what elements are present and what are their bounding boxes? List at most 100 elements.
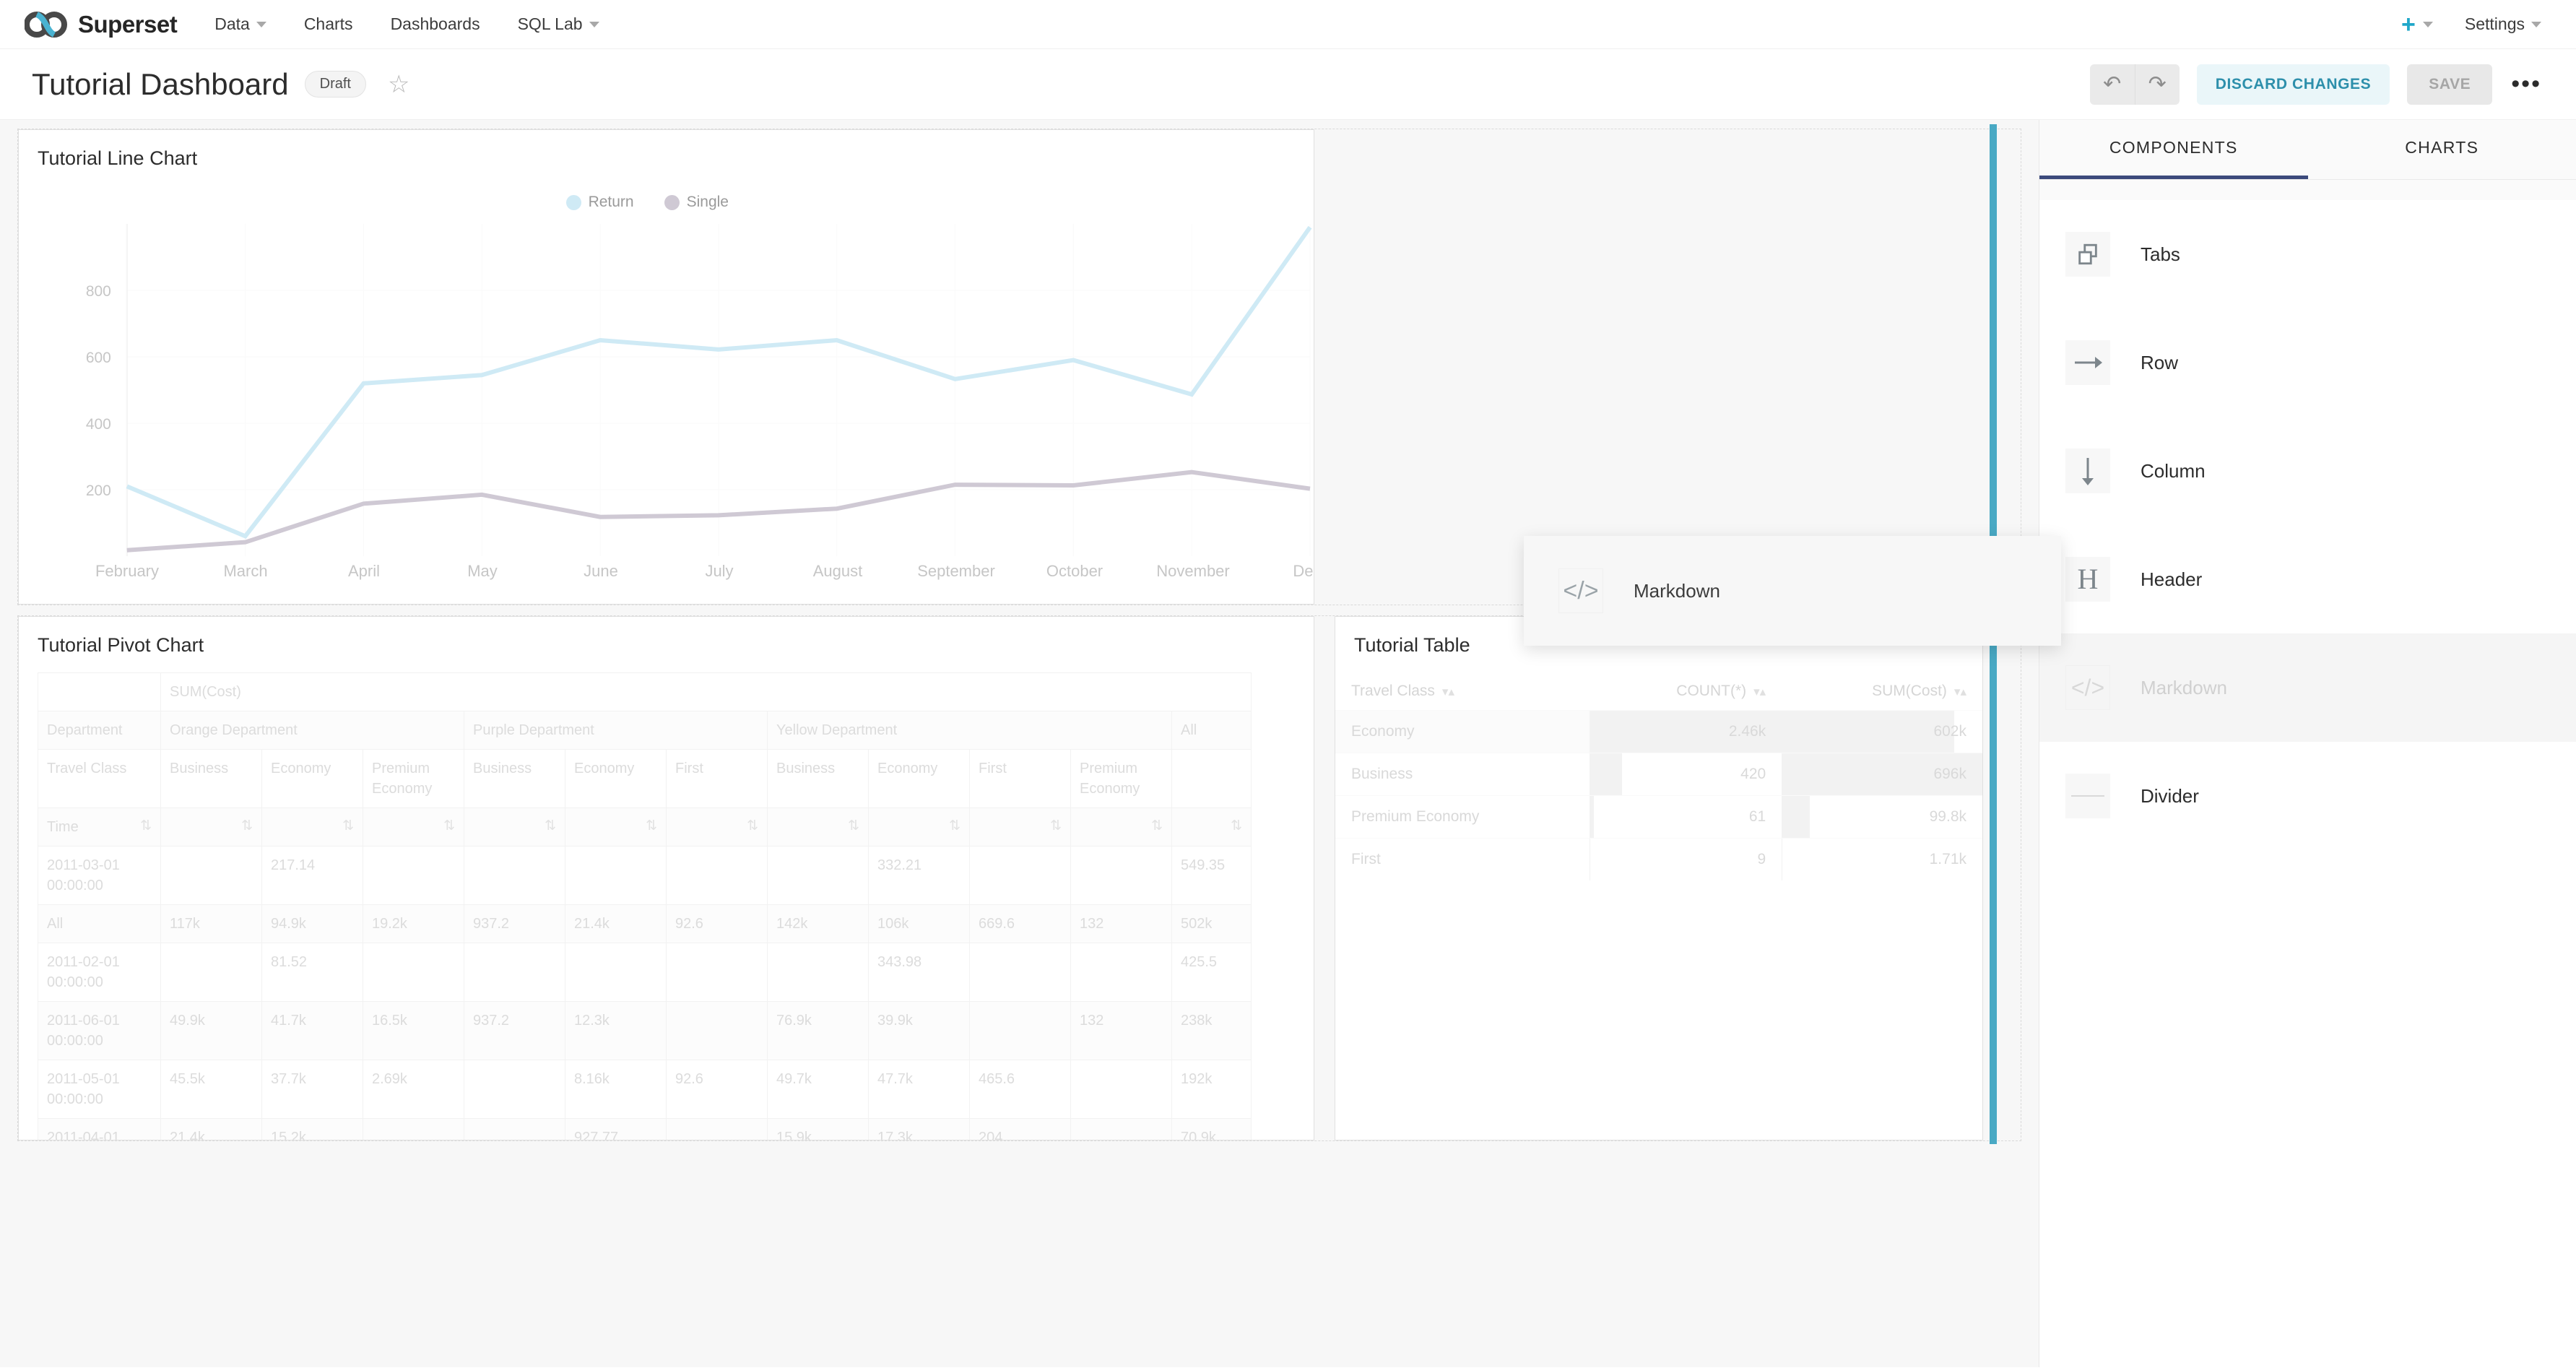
sort-icon[interactable]: ⇅ bbox=[848, 818, 859, 834]
dashboard-row-1: Tutorial Line Chart Return Single bbox=[17, 129, 2021, 605]
nav-item-dashboards[interactable]: Dashboards bbox=[391, 14, 480, 34]
table-cell-value bbox=[969, 1001, 1071, 1060]
table-header-row: Travel Class ▾▴ COUNT(*) ▾▴ SUM(Cost) ▾▴ bbox=[1335, 672, 1982, 711]
sort-icon[interactable]: ⇅ bbox=[1231, 818, 1242, 834]
table-cell-travel-class: First bbox=[1335, 838, 1590, 880]
empty-drop-zone[interactable] bbox=[1314, 129, 2021, 605]
nav-item-dashboards-label: Dashboards bbox=[390, 14, 480, 33]
save-button[interactable]: SAVE bbox=[2407, 64, 2493, 105]
legend-label-single: Single bbox=[686, 194, 729, 210]
divider-line bbox=[2071, 795, 2104, 797]
table-cell-class: Business bbox=[160, 749, 262, 808]
component-item-label: Tabs bbox=[2141, 243, 2180, 265]
nav-item-sql-lab[interactable]: SQL Lab bbox=[518, 14, 599, 34]
dashboard-body: Tutorial Line Chart Return Single bbox=[0, 120, 2576, 1367]
nav-item-data[interactable]: Data bbox=[214, 14, 266, 34]
new-item-button[interactable]: + bbox=[2401, 12, 2433, 37]
sort-icon[interactable]: ▾▴ bbox=[1441, 685, 1454, 698]
component-item-row[interactable]: Row bbox=[2039, 308, 2576, 417]
column-header[interactable]: COUNT(*) ▾▴ bbox=[1676, 683, 1766, 699]
undo-arrow-icon[interactable]: ↶ bbox=[2089, 64, 2135, 105]
nav-item-charts[interactable]: Charts bbox=[304, 14, 353, 34]
column-header[interactable]: Travel Class ▾▴ bbox=[1351, 683, 1454, 699]
table-cell-value: 81.52 bbox=[261, 943, 363, 1002]
table-cell-class-label: Travel Class bbox=[38, 749, 161, 808]
sort-icon[interactable]: ⇅ bbox=[342, 818, 354, 834]
table-cell-sort[interactable]: ⇅ bbox=[464, 808, 565, 847]
legend-item-return[interactable]: Return bbox=[565, 194, 634, 211]
table-cell-sort[interactable]: ⇅ bbox=[767, 808, 869, 847]
table-cell-value bbox=[666, 943, 768, 1002]
table-cell-class: Economy bbox=[565, 749, 667, 808]
tabs-divider bbox=[2039, 179, 2576, 180]
component-item-column[interactable]: Column bbox=[2039, 417, 2576, 525]
sort-icon[interactable]: ⇅ bbox=[545, 818, 556, 834]
table-cell-value: 465.6 bbox=[969, 1060, 1071, 1119]
sort-icon[interactable]: ⇅ bbox=[949, 818, 960, 834]
table-cell-value bbox=[1070, 846, 1172, 905]
brand[interactable]: Superset bbox=[24, 10, 178, 38]
sort-icon[interactable]: ▾▴ bbox=[1753, 685, 1766, 698]
table-cell-sort[interactable]: ⇅ bbox=[868, 808, 970, 847]
x-axis-tick-label: July bbox=[705, 562, 734, 580]
table-row: 2011-02-01 00:00:00 81.52 343.98 425.5 bbox=[38, 943, 1252, 1002]
undo-redo-group: ↶ ↷ bbox=[2089, 64, 2180, 105]
table-cell-sort[interactable]: ⇅ bbox=[565, 808, 667, 847]
tab-charts[interactable]: CHARTS bbox=[2308, 120, 2576, 179]
dragged-markdown-card[interactable]: </> Markdown bbox=[1524, 536, 2061, 646]
table-cell-value: 45.5k bbox=[160, 1060, 262, 1119]
sort-icon[interactable]: ⇅ bbox=[241, 818, 253, 834]
table-cell-class: First bbox=[969, 749, 1071, 808]
nav-item-settings[interactable]: Settings bbox=[2465, 14, 2541, 34]
redo-arrow-icon[interactable]: ↷ bbox=[2134, 64, 2180, 105]
right-arrow-icon bbox=[2065, 340, 2110, 385]
chart-card-line[interactable]: Tutorial Line Chart Return Single bbox=[18, 129, 1314, 605]
chart-card-table[interactable]: Tutorial Table Travel Class ▾▴ COUNT(*) ▾▴ S… bbox=[1335, 616, 1983, 1140]
component-item-markdown[interactable]: </> Markdown bbox=[2039, 633, 2576, 742]
component-item-label: Row bbox=[2141, 351, 2179, 373]
table-cell-value bbox=[666, 846, 768, 905]
sort-icon[interactable]: ⇅ bbox=[646, 818, 657, 834]
tabs-icon bbox=[2065, 232, 2110, 277]
column-header[interactable]: SUM(Cost) ▾▴ bbox=[1872, 683, 1966, 699]
table-cell-sort[interactable]: ⇅ bbox=[363, 808, 464, 847]
nav-item-data-label: Data bbox=[214, 14, 250, 33]
table-cell-dept: Orange Department bbox=[160, 711, 464, 750]
sort-icon[interactable]: ⇅ bbox=[747, 818, 758, 834]
table-cell-sort[interactable]: ⇅ bbox=[160, 808, 262, 847]
sort-icon[interactable]: ⇅ bbox=[1050, 818, 1062, 834]
sort-icon[interactable]: ⇅ bbox=[443, 818, 455, 834]
table-cell-sort[interactable]: ⇅ bbox=[1171, 808, 1252, 847]
component-item-tabs[interactable]: Tabs bbox=[2039, 200, 2576, 308]
table-cell bbox=[38, 672, 161, 711]
table-cell-sum-cost: 602k bbox=[1782, 710, 1982, 753]
table-cell-class: Premium Economy bbox=[1070, 749, 1172, 808]
chevron-down-icon bbox=[256, 21, 266, 27]
component-item-header[interactable]: H Header bbox=[2039, 525, 2576, 633]
sort-icon[interactable]: ⇅ bbox=[140, 818, 152, 834]
chart-card-pivot[interactable]: Tutorial Pivot Chart SUM(Cost) Department… bbox=[18, 616, 1314, 1140]
svg-text:200: 200 bbox=[86, 482, 111, 499]
table-cell-sort[interactable]: ⇅ bbox=[261, 808, 363, 847]
page-title[interactable]: Tutorial Dashboard bbox=[32, 66, 289, 101]
discard-changes-button[interactable]: DISCARD CHANGES bbox=[2196, 64, 2390, 105]
table-cell-class: First bbox=[666, 749, 768, 808]
table-cell-count: 61 bbox=[1589, 795, 1782, 839]
tab-components[interactable]: COMPONENTS bbox=[2039, 120, 2308, 179]
table-cell-value: 39.9k bbox=[868, 1001, 970, 1060]
sort-icon[interactable]: ⇅ bbox=[1151, 818, 1163, 834]
more-options-icon[interactable]: ••• bbox=[2511, 70, 2541, 98]
component-item-divider[interactable]: Divider bbox=[2039, 742, 2576, 850]
legend-item-single[interactable]: Single bbox=[664, 194, 729, 211]
chart-title-line: Tutorial Line Chart bbox=[38, 147, 198, 169]
table-cell-sort[interactable]: ⇅ bbox=[1070, 808, 1172, 847]
table-row: 2011-06-01 00:00:00 49.9k 41.7k 16.5k 937.2 1… bbox=[38, 1001, 1252, 1060]
table-cell-value bbox=[666, 1001, 768, 1060]
code-brackets-icon: </> bbox=[1558, 568, 1603, 613]
sort-icon[interactable]: ▾▴ bbox=[1953, 685, 1966, 698]
star-outline-icon[interactable]: ☆ bbox=[387, 70, 410, 98]
table-cell-sort[interactable]: ⇅ bbox=[666, 808, 768, 847]
brand-text: Superset bbox=[78, 10, 178, 38]
table-cell-sort[interactable]: ⇅ bbox=[969, 808, 1071, 847]
table-cell-time-label[interactable]: Time ⇅ bbox=[38, 808, 161, 847]
